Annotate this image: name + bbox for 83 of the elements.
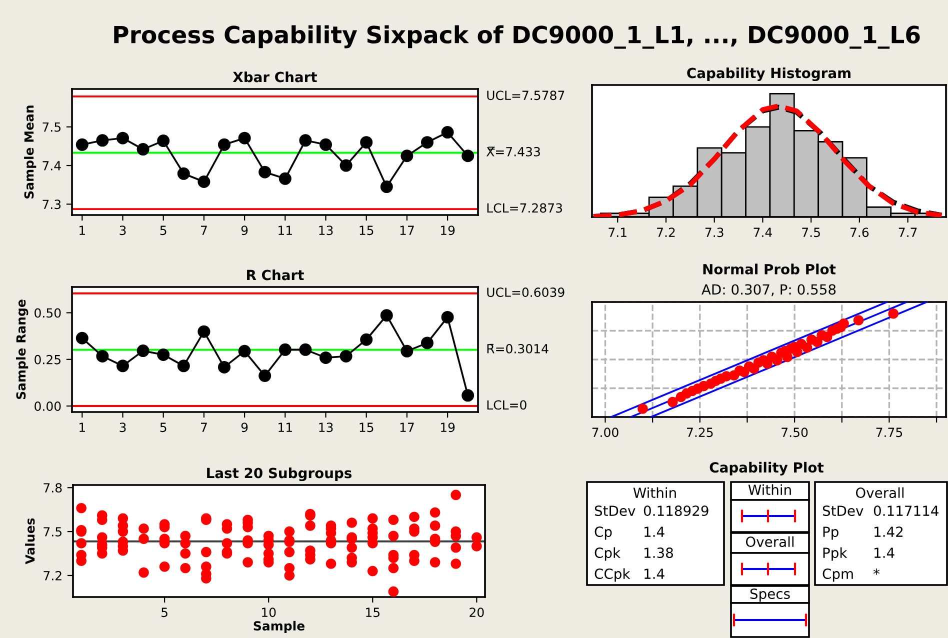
chart-title: Normal Prob Plot — [703, 264, 836, 274]
chart-title: Xbar Chart — [232, 72, 318, 82]
ref-line-label: LCL=7.2873 — [487, 203, 562, 213]
x-tick-label: 5 — [162, 608, 168, 618]
x-tick-label: 20 — [470, 608, 484, 618]
x-tick-label: 7.1 — [608, 228, 626, 237]
text: Process Capability Sixpack of DC9000_1_L1, ..., DC9000_1_L6 — [114, 25, 920, 49]
y-axis-title: Values — [25, 518, 35, 564]
x-tick-label: 11 — [278, 422, 292, 432]
text: CCpk — [594, 568, 630, 582]
ref-line-label: UCL=7.5787 — [487, 90, 564, 100]
x-tick-label: 7.7 — [898, 228, 917, 237]
text: 0.117114 — [874, 506, 938, 516]
x-tick-label: 5 — [160, 422, 166, 432]
ref-line-label: X̿=7.433 — [486, 146, 540, 156]
text: Within — [633, 487, 676, 498]
x-tick-label: 3 — [120, 422, 126, 432]
x-tick-label: 5 — [160, 226, 166, 236]
text: Within — [748, 484, 791, 495]
y-tick-label: 7.3 — [42, 200, 61, 210]
x-tick-label: 7.5 — [802, 228, 820, 238]
chart-subtitle: AD: 0.307, P: 0.558 — [702, 284, 836, 296]
chart-title: R Chart — [247, 270, 304, 280]
y-tick-label: 7.5 — [44, 527, 62, 536]
chart-title: Last 20 Subgroups — [207, 468, 352, 482]
x-tick-label: 7.6 — [850, 228, 869, 238]
x-tick-label: 3 — [120, 226, 126, 236]
x-tick-label: 9 — [241, 422, 248, 432]
text: * — [873, 568, 880, 575]
y-tick-label: 7.8 — [44, 483, 62, 493]
text: 1.42 — [874, 526, 903, 537]
x-tick-label: 17 — [400, 422, 414, 432]
text: Specs — [750, 588, 790, 602]
text: 1.4 — [644, 568, 664, 579]
y-tick-label: 0.25 — [34, 354, 60, 364]
chart-title: Capability Histogram — [687, 68, 850, 82]
ref-line-label: UCL=0.6039 — [487, 288, 564, 297]
text: Cpk — [594, 547, 621, 561]
text: Cp — [594, 526, 612, 540]
text: Ppk — [823, 547, 848, 561]
y-axis-title: Sample Mean — [24, 106, 36, 198]
ref-line-label: LCL=0 — [487, 400, 526, 410]
y-tick-label: 7.2 — [44, 570, 62, 580]
x-tick-label: 1 — [80, 226, 85, 235]
x-tick-label: 7.50 — [782, 428, 808, 438]
x-tick-label: 7.75 — [876, 428, 902, 438]
text: 1.38 — [644, 548, 673, 558]
x-axis-title: Sample — [254, 620, 304, 633]
text: Overall — [856, 487, 904, 498]
y-tick-label: 7.5 — [42, 122, 60, 132]
text: StDev — [822, 506, 864, 516]
ref-line-label: R̄=0.3014 — [487, 344, 548, 354]
text: 0.118929 — [644, 506, 708, 516]
text: Cpm — [822, 568, 853, 582]
y-tick-label: 0.50 — [34, 308, 61, 318]
text: 1.4 — [644, 526, 664, 537]
x-tick-label: 13 — [319, 422, 333, 432]
x-tick-label: 7 — [201, 226, 207, 235]
x-tick-label: 7.00 — [592, 428, 618, 438]
y-tick-label: 7.4 — [42, 161, 61, 170]
x-tick-label: 9 — [241, 226, 248, 236]
x-tick-label: 7.2 — [657, 228, 675, 237]
x-tick-label: 1 — [80, 422, 85, 432]
y-tick-label: 0.00 — [34, 402, 61, 411]
text: StDev — [594, 506, 636, 516]
x-tick-label: 13 — [319, 226, 333, 236]
x-tick-label: 15 — [360, 422, 374, 432]
x-tick-label: 7.3 — [705, 228, 724, 238]
text: Overall — [746, 536, 794, 548]
x-tick-label: 19 — [440, 226, 455, 236]
y-axis-title: Sample Range — [16, 300, 28, 400]
text: Capability Plot — [710, 462, 824, 476]
text: Pp — [823, 526, 838, 540]
x-tick-label: 17 — [400, 226, 414, 235]
x-tick-label: 15 — [366, 608, 380, 618]
x-tick-label: 11 — [278, 226, 292, 235]
x-tick-label: 7.4 — [754, 228, 772, 237]
text: 1.4 — [874, 548, 894, 558]
x-tick-label: 10 — [262, 608, 276, 618]
x-tick-label: 7.25 — [687, 428, 713, 438]
x-tick-label: 19 — [440, 422, 455, 432]
x-tick-label: 15 — [360, 226, 374, 236]
x-tick-label: 7 — [201, 422, 207, 432]
